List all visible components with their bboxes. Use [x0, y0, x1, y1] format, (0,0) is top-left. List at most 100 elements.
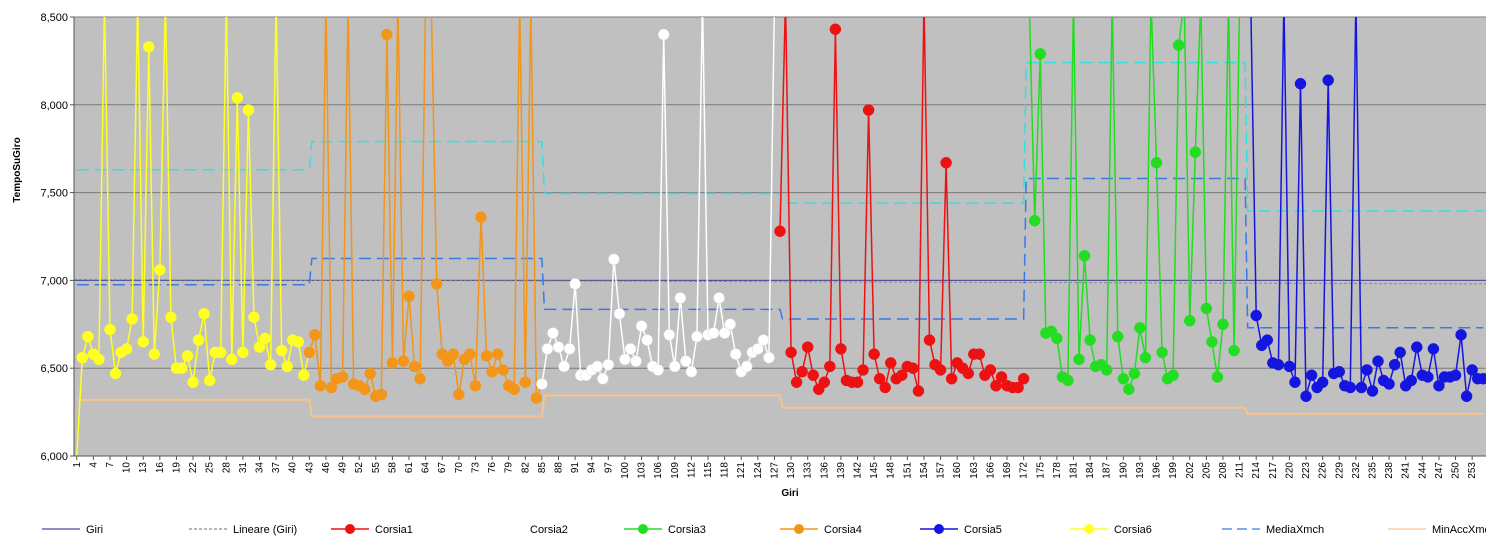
- data-point-corsia5: [1466, 364, 1478, 376]
- x-tick-label: 40: [288, 462, 299, 474]
- data-point-corsia5: [1300, 390, 1312, 403]
- data-point-corsia2: [541, 343, 554, 355]
- data-point-corsia4: [414, 372, 426, 385]
- data-point-corsia6: [154, 264, 166, 276]
- data-point-corsia6: [148, 348, 161, 360]
- x-tick-label: 4: [88, 462, 99, 468]
- x-tick-label: 163: [969, 462, 980, 479]
- x-tick-label: 34: [254, 462, 265, 474]
- data-point-corsia5: [1460, 390, 1473, 403]
- x-tick-label: 199: [1168, 462, 1179, 479]
- data-point-corsia2: [752, 343, 764, 355]
- data-point-corsia5: [1383, 378, 1395, 390]
- x-tick-label: 145: [869, 462, 880, 479]
- data-point-corsia6: [143, 41, 155, 53]
- data-point-corsia6: [109, 367, 122, 380]
- x-tick-label: 160: [952, 462, 963, 479]
- data-point-corsia4: [325, 381, 338, 394]
- data-point-corsia3: [1172, 39, 1185, 51]
- data-point-corsia1: [824, 360, 836, 373]
- data-point-corsia2: [624, 343, 637, 355]
- data-point-corsia4: [309, 329, 321, 341]
- legend-marker: [500, 524, 510, 534]
- x-tick-label: 196: [1152, 462, 1163, 479]
- data-point-corsia1: [774, 225, 786, 237]
- data-point-corsia5: [1405, 374, 1417, 387]
- x-tick-label: 73: [470, 462, 481, 474]
- x-tick-label: 211: [1235, 462, 1246, 478]
- x-tick-label: 25: [205, 462, 216, 474]
- data-point-corsia5: [1394, 346, 1406, 359]
- x-tick-label: 46: [321, 462, 332, 474]
- data-point-corsia6: [292, 336, 305, 348]
- data-point-corsia1: [884, 357, 897, 369]
- x-tick-label: 85: [537, 462, 548, 474]
- data-point-corsia5: [1422, 371, 1434, 383]
- x-tick-label: 55: [371, 462, 382, 474]
- x-tick-label: 37: [271, 462, 282, 474]
- data-point-corsia3: [1167, 369, 1179, 381]
- x-tick-label: 19: [171, 462, 182, 474]
- data-point-corsia6: [203, 374, 216, 387]
- data-point-corsia2: [597, 372, 609, 385]
- x-tick-label: 82: [520, 462, 531, 474]
- data-point-corsia4: [486, 365, 498, 378]
- data-point-corsia2: [547, 327, 559, 339]
- x-tick-label: 220: [1284, 462, 1295, 479]
- x-tick-label: 67: [437, 462, 448, 474]
- data-point-corsia5: [1294, 77, 1307, 90]
- data-point-corsia1: [790, 376, 803, 388]
- data-point-corsia4: [314, 380, 327, 392]
- data-point-corsia5: [1305, 369, 1318, 381]
- data-point-corsia1: [862, 104, 875, 116]
- data-point-corsia1: [801, 341, 814, 353]
- data-point-corsia3: [1128, 367, 1141, 380]
- data-point-corsia1: [973, 348, 986, 360]
- data-point-corsia3: [1139, 351, 1152, 364]
- data-point-corsia6: [176, 362, 188, 374]
- x-axis-label: Giri: [781, 488, 798, 499]
- data-point-corsia2: [685, 365, 698, 378]
- x-tick-label: 151: [902, 462, 913, 479]
- data-point-corsia4: [381, 28, 393, 41]
- x-tick-label: 94: [587, 462, 598, 474]
- x-tick-label: 43: [304, 462, 315, 474]
- legend-marker: [638, 524, 648, 534]
- x-tick-label: 7: [105, 462, 116, 468]
- data-point-corsia5: [1427, 343, 1440, 355]
- data-point-corsia5: [1411, 341, 1423, 353]
- x-tick-label: 187: [1102, 462, 1113, 479]
- data-point-corsia6: [82, 330, 94, 343]
- data-point-corsia2: [563, 343, 576, 355]
- x-tick-label: 61: [404, 462, 415, 474]
- data-point-corsia1: [984, 364, 997, 376]
- x-tick-label: 154: [919, 462, 930, 479]
- x-tick-label: 112: [686, 462, 697, 478]
- x-tick-label: 217: [1268, 462, 1279, 479]
- data-point-corsia6: [281, 360, 293, 373]
- data-point-corsia6: [231, 92, 244, 104]
- y-tick-label: 6,500: [40, 363, 68, 375]
- x-tick-label: 76: [487, 462, 498, 474]
- y-tick-label: 8,000: [40, 100, 68, 112]
- data-point-corsia6: [259, 332, 271, 345]
- data-point-corsia5: [1449, 369, 1462, 381]
- x-tick-label: 10: [122, 462, 133, 474]
- y-tick-label: 6,000: [40, 451, 68, 463]
- data-point-corsia1: [879, 381, 891, 394]
- data-point-corsia6: [181, 350, 194, 362]
- data-point-corsia2: [680, 355, 692, 367]
- x-tick-label: 130: [786, 462, 797, 479]
- data-point-corsia2: [635, 320, 648, 332]
- data-point-corsia4: [303, 346, 316, 359]
- data-point-corsia2: [669, 360, 681, 373]
- x-tick-label: 205: [1201, 462, 1212, 479]
- x-tick-label: 166: [985, 462, 996, 479]
- data-point-corsia6: [237, 346, 249, 359]
- data-point-corsia2: [757, 334, 770, 346]
- x-tick-label: 235: [1367, 462, 1378, 479]
- data-point-corsia5: [1477, 372, 1486, 385]
- data-point-corsia1: [940, 156, 952, 169]
- x-tick-label: 52: [354, 462, 365, 474]
